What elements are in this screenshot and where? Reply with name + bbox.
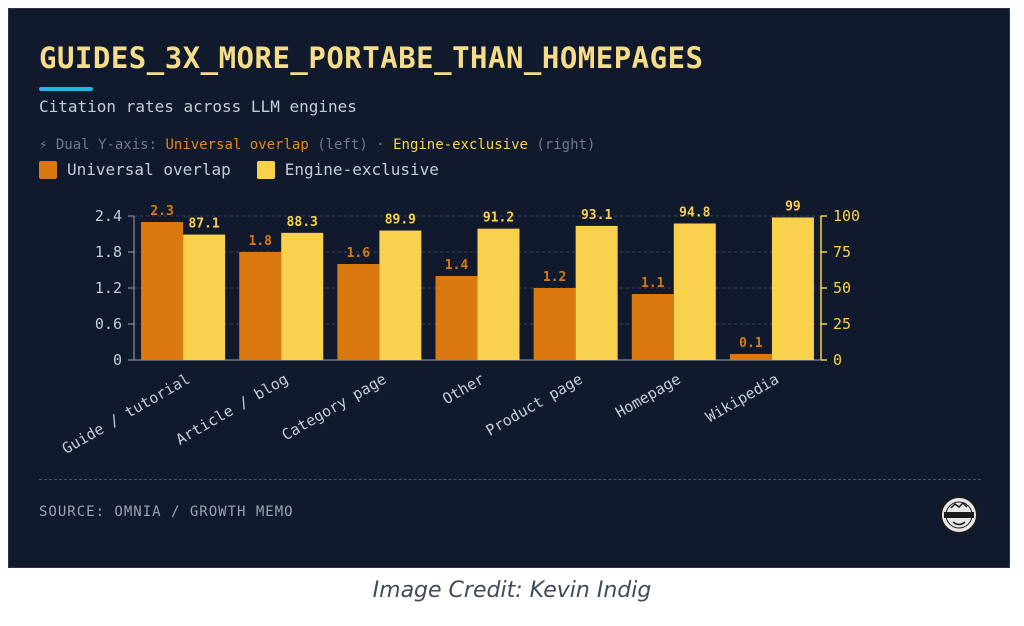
left-tick-label: 1.8 [95, 243, 122, 261]
left-tick-label: 1.2 [95, 279, 122, 297]
bar-universal-overlap [729, 354, 772, 360]
data-label-engine-exclusive: 94.8 [679, 205, 710, 220]
data-label-universal-overlap: 1.4 [445, 258, 469, 273]
data-label-engine-exclusive: 89.9 [385, 213, 416, 228]
data-label-universal-overlap: 1.6 [347, 246, 371, 261]
bar-engine-exclusive [477, 228, 520, 360]
legend-swatch-exclusive [256, 160, 275, 179]
bar-engine-exclusive [379, 230, 422, 360]
data-label-engine-exclusive: 93.1 [581, 208, 612, 223]
legend-label-exclusive: Engine-exclusive [284, 160, 439, 179]
x-tick-label: Homepage [612, 370, 684, 422]
left-tick-label: 0.6 [95, 315, 122, 333]
chart-subtitle: Citation rates across LLM engines [39, 97, 357, 116]
bar-engine-exclusive [575, 225, 618, 360]
bar-engine-exclusive [673, 223, 716, 360]
data-label-universal-overlap: 0.1 [739, 336, 763, 351]
right-tick-label: 25 [833, 315, 851, 333]
legend-label-universal: Universal overlap [67, 160, 231, 179]
axis-note-separator: · [376, 137, 385, 153]
bar-chart: 0 0.6 1.2 1.8 2.4 0 25 50 75 100 2.3 87.1 Guide / tu… [59, 199, 860, 458]
bar-universal-overlap [239, 252, 282, 360]
axis-note-right-tag: (right) [536, 137, 596, 153]
x-tick-label: Other [439, 370, 487, 408]
right-tick-label: 50 [833, 279, 851, 297]
left-tick-label: 0 [113, 351, 122, 369]
source-note: SOURCE: OMNIA / GROWTH MEMO [39, 504, 294, 520]
chart-title: GUIDES_3X_MORE_PORTABE_THAN_HOMEPAGES [39, 41, 704, 75]
data-label-engine-exclusive: 91.2 [483, 211, 514, 226]
bar-universal-overlap [435, 276, 478, 360]
x-tick-label: Category page [279, 370, 390, 444]
left-tick-label: 2.4 [95, 207, 122, 225]
right-tick-label: 0 [833, 351, 842, 369]
image-credit: Image Credit: Kevin Indig [372, 578, 652, 603]
bar-engine-exclusive [281, 232, 324, 360]
bar-engine-exclusive [183, 234, 226, 360]
right-tick-label: 100 [833, 207, 860, 225]
x-tick-label: Wikipedia [703, 370, 782, 426]
data-label-universal-overlap: 1.1 [641, 276, 665, 291]
right-tick-label: 75 [833, 243, 851, 261]
growth-memo-logo-icon [940, 496, 978, 534]
chart-card: GUIDES_3X_MORE_PORTABE_THAN_HOMEPAGES Ci… [8, 8, 1010, 568]
legend-item-exclusive: Engine-exclusive [256, 160, 439, 179]
data-label-universal-overlap: 1.2 [543, 270, 566, 285]
axis-note-left-tag: (left) [317, 137, 368, 153]
bar-universal-overlap [337, 264, 380, 360]
axis-note-prefix: Dual Y-axis: [55, 137, 158, 153]
data-label-universal-overlap: 1.8 [248, 234, 272, 249]
data-label-engine-exclusive: 88.3 [287, 215, 318, 230]
lightning-icon: ⚡ [39, 137, 48, 153]
bar-universal-overlap [533, 288, 576, 360]
chart-legend: Universal overlap Engine-exclusive [39, 160, 439, 179]
legend-swatch-universal [39, 160, 57, 179]
dual-axis-note: ⚡ Dual Y-axis: Universal overlap (left) … [39, 137, 595, 153]
axis-note-right-series: Engine-exclusive [393, 137, 528, 153]
legend-item-universal: Universal overlap [39, 160, 231, 179]
footer-divider [39, 479, 981, 480]
bar-universal-overlap [631, 294, 674, 360]
axis-note-left-series: Universal overlap [165, 137, 309, 153]
bar-engine-exclusive [771, 217, 814, 360]
x-tick-label: Product page [483, 370, 586, 440]
data-label-engine-exclusive: 87.1 [188, 217, 219, 232]
x-tick-label: Guide / tutorial [59, 370, 193, 458]
data-label-universal-overlap: 2.3 [150, 204, 173, 219]
bar-universal-overlap [141, 222, 184, 360]
data-label-engine-exclusive: 99 [785, 199, 801, 214]
title-accent-bar [39, 87, 93, 91]
